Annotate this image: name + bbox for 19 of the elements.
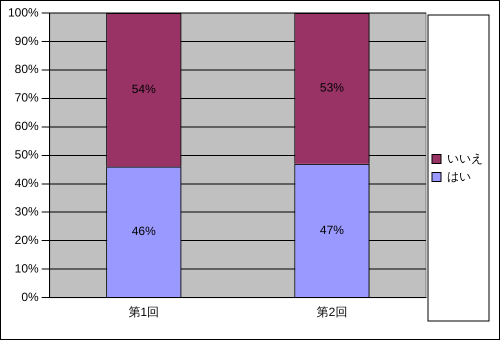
y-tick-label: 40% — [14, 176, 40, 190]
y-tick-label: 50% — [14, 148, 40, 162]
y-tick-label: 60% — [14, 119, 40, 134]
y-tick-label: 30% — [14, 204, 40, 219]
y-tick-label: 10% — [14, 261, 40, 276]
y-tick-label: 70% — [14, 90, 40, 105]
legend-label: はい — [447, 169, 471, 184]
x-tick-label: 第2回 — [316, 305, 348, 320]
y-tick-label: 0% — [21, 290, 40, 304]
x-tick-label: 第1回 — [128, 305, 160, 320]
y-tick-label: 100% — [8, 5, 40, 20]
data-label: 46% — [132, 224, 156, 238]
y-tick-label: 80% — [14, 62, 40, 76]
y-tick-label: 90% — [14, 34, 40, 48]
y-tick-label: 20% — [14, 232, 40, 247]
data-label: 54% — [132, 82, 156, 96]
data-label: 53% — [320, 80, 344, 95]
data-label: 47% — [320, 222, 344, 237]
legend-label: いいえ — [447, 151, 483, 166]
